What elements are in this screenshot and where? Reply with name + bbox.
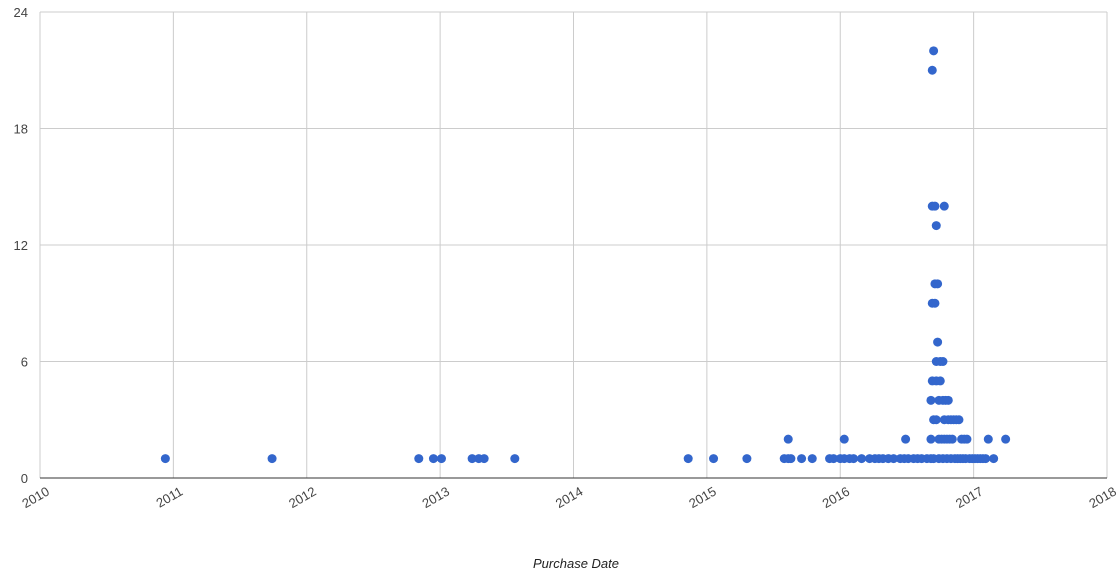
data-point <box>783 434 793 444</box>
y-tick-label: 0 <box>21 471 28 486</box>
data-point <box>414 454 424 464</box>
x-tick-label: 2011 <box>154 484 186 511</box>
x-tick-label: 2010 <box>19 484 52 511</box>
data-point <box>428 454 438 464</box>
data-point <box>889 454 899 464</box>
data-point <box>467 454 477 464</box>
data-point <box>797 454 807 464</box>
data-point <box>479 454 489 464</box>
y-tick-label: 12 <box>14 238 28 253</box>
x-tick-label: 2015 <box>686 484 719 511</box>
data-point <box>927 65 937 75</box>
data-point <box>931 415 941 425</box>
data-point <box>829 454 839 464</box>
data-point <box>981 454 991 464</box>
data-points <box>160 46 1011 464</box>
data-point <box>857 454 867 464</box>
data-point <box>947 434 957 444</box>
data-point <box>939 201 949 211</box>
data-point <box>931 221 941 231</box>
x-tick-label: 2013 <box>419 484 452 511</box>
y-tick-label: 18 <box>14 122 28 137</box>
x-tick-label: 2014 <box>553 484 586 511</box>
data-point <box>933 337 943 347</box>
data-point <box>938 357 948 366</box>
x-tick-label: 2012 <box>286 484 319 511</box>
x-tick-label: 2017 <box>953 484 986 511</box>
y-tick-label: 24 <box>14 5 28 20</box>
y-tick-label: 6 <box>21 355 28 370</box>
data-point <box>436 454 446 464</box>
data-point <box>929 46 939 56</box>
data-point <box>954 415 964 425</box>
data-point <box>160 454 170 464</box>
data-point <box>930 201 940 211</box>
data-point <box>849 454 859 464</box>
data-point <box>901 434 911 444</box>
data-point <box>989 454 999 464</box>
data-point <box>1001 434 1011 444</box>
data-point <box>935 376 945 386</box>
data-point <box>742 454 752 464</box>
x-tick-label: 2016 <box>820 484 853 511</box>
x-axis-title: Purchase Date <box>533 556 619 571</box>
y-tick-labels: 0 6 12 18 24 <box>14 5 28 486</box>
data-point <box>786 454 796 464</box>
data-point <box>807 454 817 464</box>
data-point <box>683 454 693 464</box>
data-point <box>930 298 940 308</box>
data-point <box>962 434 972 444</box>
data-point <box>267 454 277 464</box>
data-point <box>709 454 719 464</box>
data-point <box>943 395 953 405</box>
grid-lines <box>39 11 1108 478</box>
data-point <box>983 434 993 444</box>
x-tick-label: 2018 <box>1086 484 1117 511</box>
x-tick-labels: 2010 2011 2012 2013 2014 2015 2016 2017 2018 <box>19 484 1117 511</box>
data-point <box>510 454 520 464</box>
data-point <box>926 434 936 444</box>
data-point <box>926 395 936 405</box>
data-point <box>933 279 943 289</box>
data-point <box>839 434 849 444</box>
